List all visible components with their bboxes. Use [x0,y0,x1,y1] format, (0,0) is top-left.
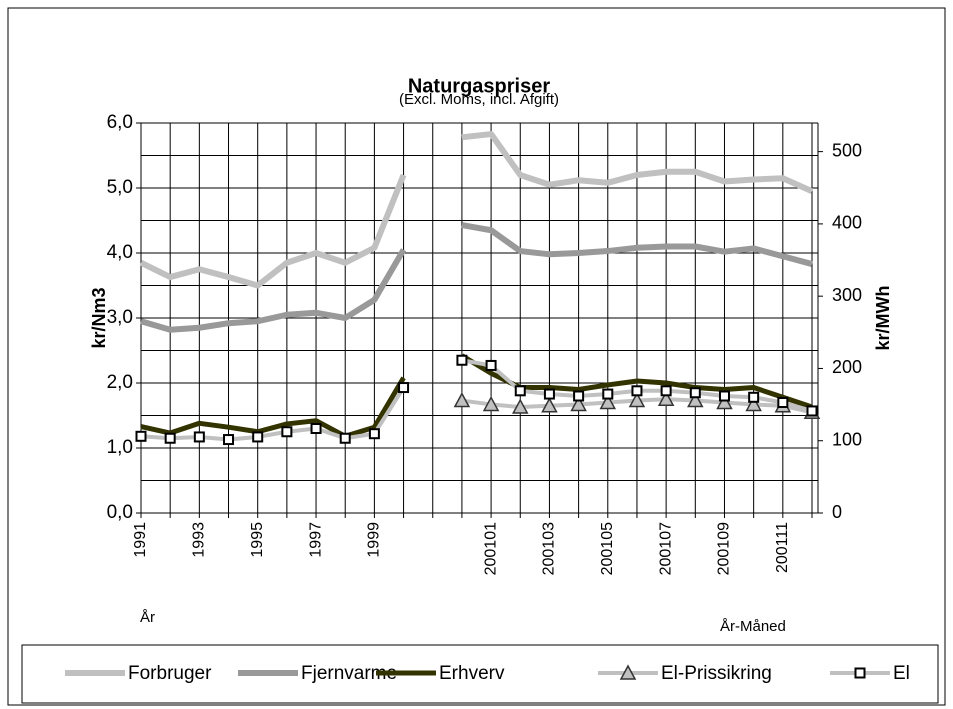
series-marker [281,426,293,438]
series-marker [716,393,733,410]
y-tick-label: 0,0 [107,502,133,523]
chart-title: Naturgaspriser [408,75,550,97]
series-marker [456,354,468,366]
series-marker [806,405,818,417]
y2-tick-label: 400 [832,213,862,233]
series-line [140,222,813,333]
series-marker [485,359,497,371]
series-marker [453,391,471,408]
series-marker [398,382,410,394]
series-marker [570,395,587,412]
y-tick-label: 3,0 [107,307,133,328]
chart-frame [7,7,946,706]
series-marker [223,434,235,446]
y2-tick-label: 200 [832,357,862,377]
series-marker [135,430,147,442]
x-axis-label-2: År-Måned [720,618,786,635]
x-axis-label: År [140,609,155,626]
series-marker [512,398,529,414]
series-marker [745,395,762,412]
series-marker [689,387,701,399]
series-marker [628,391,646,408]
legend-marker [854,667,866,679]
x-tick-label: 1995 [249,522,266,558]
y2-tick-label: 300 [832,285,862,305]
x-tick-label: 200111 [774,522,791,573]
y-axis-label: kr/Nm3 [89,287,109,348]
x-tick-label: 1993 [191,522,208,558]
series-line [139,131,814,289]
series-marker [602,388,614,400]
series-marker [252,431,264,443]
series-marker [748,391,760,403]
y-tick-label: 4,0 [107,242,133,263]
x-tick-label: 1991 [132,522,149,558]
x-tick-label: 1999 [366,522,383,558]
legend-marker [619,664,637,680]
series-marker [543,388,555,400]
series-marker [573,390,585,402]
y2-tick-label: 100 [832,429,862,449]
series-marker [777,397,789,408]
y2-tick-label: 500 [832,140,862,160]
series-marker [164,432,176,444]
series-marker [657,390,675,406]
y-tick-label: 1,0 [107,437,133,458]
y-tick-label: 5,0 [107,177,133,198]
series-marker [541,397,558,413]
legend-label: Fjernvarme [301,663,397,684]
series-marker [310,423,322,434]
series-marker [660,385,672,397]
series-marker [193,431,205,443]
series-marker [368,428,380,440]
x-tick-label: 200103 [541,522,558,575]
y2-axis-label: kr/MWh [873,286,893,351]
series-marker [514,385,526,397]
x-tick-label: 200105 [599,522,616,575]
series-marker [339,432,351,444]
legend-box [21,644,939,704]
legend-label: Forbruger [128,663,212,684]
chart-subtitle: (Excl. Moms, incl. Afgift) [399,91,559,108]
x-tick-label: 200101 [482,522,499,575]
legend-label: El [893,663,910,684]
y2-tick-label: 0 [832,502,842,522]
series-marker [631,385,643,397]
series-marker [599,393,617,410]
series-marker [718,390,730,402]
series-marker [482,395,500,412]
legend-label: Erhverv [439,663,505,684]
x-tick-label: 200107 [657,522,674,575]
y-tick-label: 2,0 [107,372,133,393]
legend-label: El-Prissikring [661,663,772,684]
series-marker [687,391,704,408]
y-tick-label: 6,0 [107,112,133,133]
x-tick-label: 200109 [716,522,733,575]
x-tick-label: 1997 [307,522,324,558]
